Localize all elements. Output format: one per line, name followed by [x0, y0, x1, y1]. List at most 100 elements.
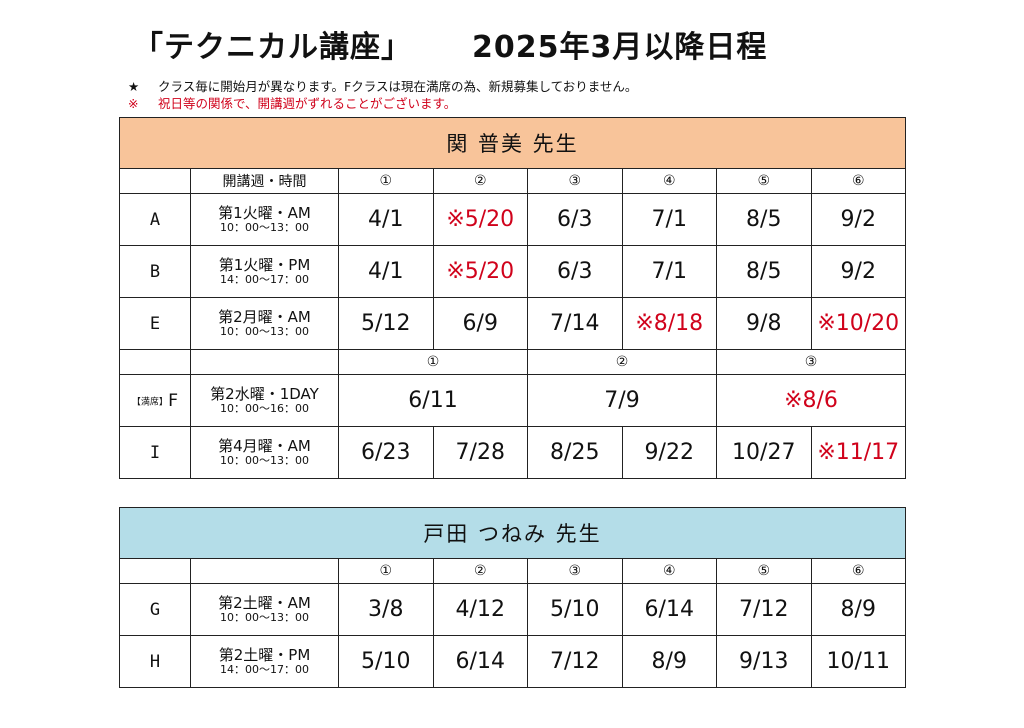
session-time: 10：00〜16：00: [220, 401, 309, 415]
date-cell: 8/25: [527, 426, 623, 479]
header-blank: [119, 558, 191, 584]
date-cell: 8/9: [810, 583, 906, 636]
session-cell: 第2月曜・AM 10：00〜13：00: [190, 297, 339, 350]
full-badge: 【満席】: [131, 397, 168, 407]
teacher-name: 戸田 つねみ 先生: [119, 507, 906, 559]
header-num-4: ④: [621, 558, 717, 584]
date-cell: 5/10: [527, 583, 623, 636]
date-cell: 7/9: [527, 374, 717, 427]
table-row: G 第2土曜・AM 10：00〜13：00 3/8 4/12 5/10 6/14 7/12 8/…: [119, 583, 906, 636]
header-num-5: ⑤: [716, 558, 812, 584]
date-cell: ※5/20: [432, 193, 528, 246]
header-num-2: ②: [432, 558, 528, 584]
date-cell: 6/14: [432, 635, 528, 688]
date-cell: 7/1: [621, 193, 717, 246]
date-cell: 7/12: [716, 583, 812, 636]
session-cell: 第1火曜・AM 10：00〜13：00: [190, 193, 339, 246]
teacher2-rows: G 第2土曜・AM 10：00〜13：00 3/8 4/12 5/10 6/14 7/12 8/…: [119, 583, 906, 688]
header-blank: [190, 349, 339, 375]
session-day: 第2土曜・PM: [218, 645, 311, 664]
class-label: H: [119, 635, 191, 688]
note-text: クラス毎に開始月が異なります。Fクラスは現在満席の為、新規募集しておりません。: [158, 79, 638, 94]
title-text: 「テクニカル講座」: [133, 30, 412, 65]
date-cell: 10/27: [716, 426, 812, 479]
header-num-6: ⑥: [810, 558, 906, 584]
date-cell: 6/3: [527, 245, 623, 298]
date-cell: 6/9: [432, 297, 528, 350]
date-cell: 6/14: [621, 583, 717, 636]
class-label: 【満席】F: [119, 374, 191, 427]
date-cell: 7/12: [527, 635, 623, 688]
table-row: H 第2土曜・PM 14：00〜17：00 5/10 6/14 7/12 8/9 9/13 10…: [119, 635, 906, 688]
note-text: 祝日等の関係で、開講週がずれることがございます。: [158, 96, 457, 111]
date-cell: 6/11: [338, 374, 528, 427]
header-num-2: ②: [432, 168, 528, 194]
date-cell: ※8/18: [621, 297, 717, 350]
f-header-num-1: ①: [338, 349, 528, 375]
note-star: ★ クラス毎に開始月が異なります。Fクラスは現在満席の為、新規募集しておりません。: [128, 76, 637, 95]
date-cell: 8/5: [716, 245, 812, 298]
date-cell: ※5/20: [432, 245, 528, 298]
header-num-3: ③: [527, 168, 623, 194]
header-num-4: ④: [621, 168, 717, 194]
reference-mark-icon: ※: [128, 96, 139, 111]
teacher-name: 関 普美 先生: [119, 117, 906, 169]
page-title: 「テクニカル講座」 2025年3月以降日程: [133, 22, 767, 70]
class-label: B: [119, 245, 191, 298]
header-num-6: ⑥: [810, 168, 906, 194]
note-holiday: ※ 祝日等の関係で、開講週がずれることがございます。: [128, 93, 456, 112]
date-cell: 9/2: [810, 245, 906, 298]
table-row: B 第1火曜・PM 14：00〜17：00 4/1 ※5/20 6/3 7/1 8/5 9/2: [119, 245, 906, 298]
table-row: A 第1火曜・AM 10：00〜13：00 4/1 ※5/20 6/3 7/1 8/5 9/2: [119, 193, 906, 246]
date-cell: 6/3: [527, 193, 623, 246]
f-header-num-3: ③: [716, 349, 906, 375]
session-time: 10：00〜13：00: [220, 610, 309, 624]
date-cell: 4/12: [432, 583, 528, 636]
date-cell: 9/2: [810, 193, 906, 246]
subtitle-text: 2025年3月以降日程: [472, 30, 768, 65]
session-cell: 第2水曜・1DAY 10：00〜16：00: [190, 374, 339, 427]
date-cell: 9/8: [716, 297, 812, 350]
schedule-table-teacher1: 関 普美 先生 開講週・時間 ① ② ③ ④ ⑤ ⑥ A 第1火曜・AM 10：00…: [119, 117, 906, 479]
class-label: A: [119, 193, 191, 246]
class-label: E: [119, 297, 191, 350]
session-cell: 第4月曜・AM 10：00〜13：00: [190, 426, 339, 479]
date-cell: 5/10: [338, 635, 434, 688]
date-cell: 9/13: [716, 635, 812, 688]
session-day: 第1火曜・AM: [218, 203, 311, 222]
table-row: E 第2月曜・AM 10：00〜13：00 5/12 6/9 7/14 ※8/18 9/8 ※1…: [119, 297, 906, 350]
date-cell: 7/28: [432, 426, 528, 479]
date-cell: 10/11: [810, 635, 906, 688]
header-num-1: ①: [338, 168, 434, 194]
date-cell: ※11/17: [810, 426, 906, 479]
session-time: 14：00〜17：00: [220, 662, 309, 676]
star-icon: ★: [128, 79, 140, 94]
header-num-5: ⑤: [716, 168, 812, 194]
session-cell: 第2土曜・PM 14：00〜17：00: [190, 635, 339, 688]
date-cell: ※8/6: [716, 374, 906, 427]
date-cell: 7/1: [621, 245, 717, 298]
session-day: 第2月曜・AM: [218, 307, 311, 326]
table-row: 【満席】F 第2水曜・1DAY 10：00〜16：00 6/11 7/9 ※8/6: [119, 374, 906, 427]
schedule-table-teacher2: 戸田 つねみ 先生 ① ② ③ ④ ⑤ ⑥ G 第2土曜・AM 10：00〜13：0…: [119, 507, 906, 688]
table-row: I 第4月曜・AM 10：00〜13：00 6/23 7/28 8/25 9/22 10/27…: [119, 426, 906, 479]
date-cell: 7/14: [527, 297, 623, 350]
class-label: I: [119, 426, 191, 479]
session-day: 第2水曜・1DAY: [210, 384, 319, 403]
teacher1-i-row: I 第4月曜・AM 10：00〜13：00 6/23 7/28 8/25 9/22 10/27…: [119, 426, 906, 479]
header-blank: [190, 558, 339, 584]
session-cell: 第1火曜・PM 14：00〜17：00: [190, 245, 339, 298]
header-blank: [119, 168, 191, 194]
session-day: 第1火曜・PM: [218, 255, 311, 274]
date-cell: 4/1: [338, 245, 434, 298]
date-cell: 5/12: [338, 297, 434, 350]
session-time: 10：00〜13：00: [220, 324, 309, 338]
session-time: 10：00〜13：00: [220, 453, 309, 467]
session-time: 10：00〜13：00: [220, 220, 309, 234]
date-cell: 6/23: [338, 426, 434, 479]
session-day: 第4月曜・AM: [218, 436, 311, 455]
date-cell: 8/9: [621, 635, 717, 688]
session-cell: 第2土曜・AM 10：00〜13：00: [190, 583, 339, 636]
date-cell: 8/5: [716, 193, 812, 246]
header-blank: [119, 349, 191, 375]
